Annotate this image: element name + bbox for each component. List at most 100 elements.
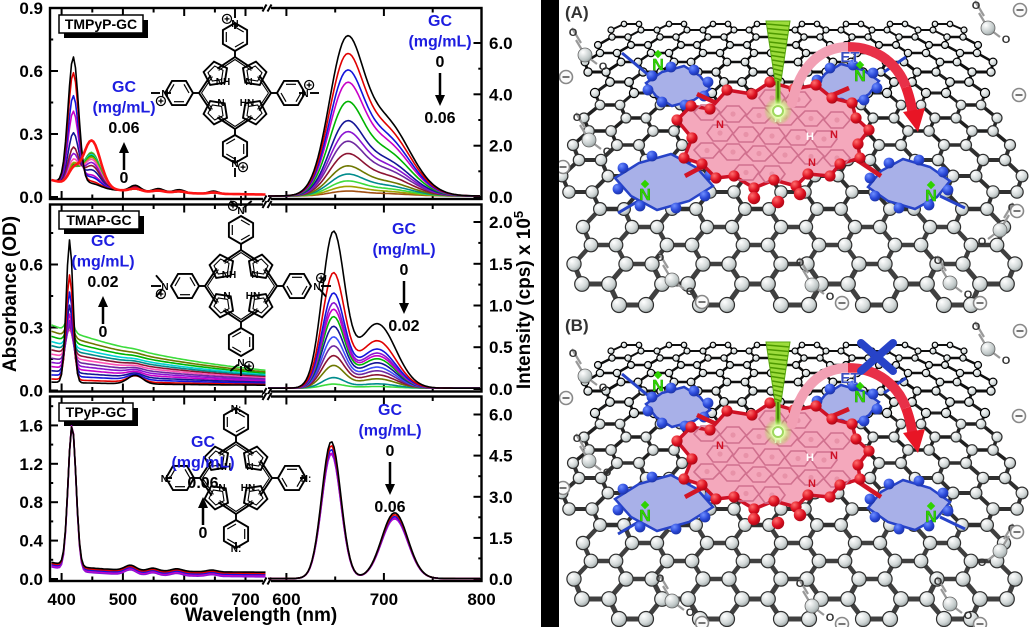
svg-text:0.02: 0.02 — [388, 318, 419, 335]
svg-text:(A): (A) — [565, 3, 589, 22]
svg-text:O: O — [599, 382, 608, 394]
svg-text:NH: NH — [216, 77, 230, 88]
svg-text:Wavelength (nm): Wavelength (nm) — [185, 605, 337, 626]
svg-text:N: N — [808, 478, 816, 490]
svg-text:N:: N: — [301, 474, 312, 485]
svg-text:0.06: 0.06 — [374, 499, 405, 516]
svg-text:1.5: 1.5 — [489, 255, 513, 274]
svg-text:0.06: 0.06 — [187, 475, 218, 492]
svg-text:N: N — [854, 389, 866, 406]
svg-text:0: 0 — [436, 54, 445, 71]
svg-text:1.2: 1.2 — [19, 455, 43, 474]
svg-text:O: O — [796, 578, 805, 590]
svg-text:1.5: 1.5 — [489, 529, 513, 548]
svg-text:TMAP-GC: TMAP-GC — [66, 212, 131, 228]
svg-text:N: N — [652, 378, 664, 395]
svg-text:700: 700 — [370, 590, 398, 609]
svg-text:O: O — [569, 27, 578, 39]
svg-text:0.3: 0.3 — [19, 125, 43, 144]
svg-text:0.0: 0.0 — [489, 570, 513, 589]
svg-text:0.0: 0.0 — [489, 380, 513, 399]
svg-text:0: 0 — [99, 324, 108, 341]
svg-text:2.0: 2.0 — [489, 213, 513, 232]
svg-text:GC: GC — [392, 221, 416, 238]
svg-text:O: O — [796, 257, 805, 269]
svg-text:800: 800 — [467, 590, 495, 609]
svg-text:N: N — [161, 282, 168, 293]
svg-text:O: O — [569, 348, 578, 360]
svg-text:0.8: 0.8 — [19, 493, 43, 512]
svg-text:N: N — [217, 98, 224, 109]
svg-text:N: N — [925, 188, 937, 205]
svg-text:1.0: 1.0 — [489, 297, 513, 316]
svg-text:600: 600 — [272, 590, 300, 609]
svg-text:N: N — [925, 509, 937, 526]
svg-text:NH: NH — [217, 462, 231, 473]
svg-text:600: 600 — [170, 590, 198, 609]
svg-text:0.0: 0.0 — [19, 570, 43, 589]
svg-text:O: O — [978, 557, 987, 569]
svg-text:0: 0 — [199, 525, 208, 542]
svg-text:O: O — [573, 433, 582, 445]
svg-text:4.0: 4.0 — [489, 85, 513, 104]
svg-text:0.0: 0.0 — [489, 188, 513, 207]
svg-text:H: H — [806, 131, 814, 143]
svg-text:3.0: 3.0 — [489, 488, 513, 507]
svg-text:N: N — [830, 129, 838, 141]
svg-text:0.3: 0.3 — [19, 319, 43, 338]
svg-text:2.0: 2.0 — [489, 137, 513, 156]
svg-text:0.02: 0.02 — [87, 274, 118, 291]
svg-text:N:: N: — [231, 544, 242, 555]
svg-text:O: O — [599, 61, 608, 73]
svg-text:O: O — [1002, 355, 1011, 367]
svg-text:O: O — [573, 112, 582, 124]
svg-text:1.6: 1.6 — [19, 416, 43, 435]
svg-text:N: N — [301, 89, 308, 100]
svg-text:N: N — [639, 187, 651, 204]
svg-text:N: N — [245, 77, 252, 88]
svg-text:O: O — [686, 286, 695, 298]
svg-text:0.4: 0.4 — [19, 532, 43, 551]
svg-text:TPyP-GC: TPyP-GC — [66, 404, 127, 420]
svg-text:0.6: 0.6 — [19, 62, 43, 81]
svg-text:N: N — [237, 206, 244, 217]
svg-text:N:: N: — [161, 474, 172, 485]
svg-text:N: N — [231, 19, 238, 30]
svg-text:HN: HN — [241, 483, 255, 494]
svg-text:(mg/mL): (mg/mL) — [408, 34, 471, 51]
svg-text:GC: GC — [378, 402, 402, 419]
svg-text:N: N — [652, 57, 664, 74]
svg-text:H: H — [806, 452, 814, 464]
svg-text:500: 500 — [109, 590, 137, 609]
svg-text:0.0: 0.0 — [19, 382, 43, 401]
svg-text:O: O — [603, 467, 612, 479]
svg-text:0.06: 0.06 — [424, 110, 455, 127]
svg-text:ET: ET — [840, 49, 859, 66]
svg-text:N: N — [231, 159, 238, 170]
svg-text:HN: HN — [240, 98, 254, 109]
svg-text:N: N — [313, 282, 320, 293]
svg-text:O: O — [656, 252, 665, 264]
svg-text:O: O — [1002, 34, 1011, 46]
svg-text:NH: NH — [222, 270, 236, 281]
svg-text:N: N — [808, 157, 816, 169]
svg-text:4.5: 4.5 — [489, 447, 513, 466]
svg-text:N: N — [237, 358, 244, 369]
svg-text:O: O — [934, 255, 943, 267]
svg-text:GC: GC — [91, 233, 115, 250]
svg-text:(mg/mL): (mg/mL) — [358, 423, 421, 440]
svg-text:0.0: 0.0 — [19, 188, 43, 207]
svg-text:0.5: 0.5 — [489, 338, 513, 357]
svg-text:O: O — [826, 291, 835, 303]
svg-text:Absorbance (OD): Absorbance (OD) — [0, 216, 21, 372]
svg-text:6.0: 6.0 — [489, 34, 513, 53]
svg-text:O: O — [972, 321, 981, 333]
svg-text:(B): (B) — [565, 316, 589, 335]
svg-text:O: O — [686, 607, 695, 619]
svg-text:O: O — [972, 0, 981, 12]
svg-text:GC: GC — [112, 79, 136, 96]
svg-text:N: N — [246, 462, 253, 473]
svg-text:0: 0 — [386, 443, 395, 460]
svg-text:N: N — [251, 270, 258, 281]
svg-text:TMPyP-GC: TMPyP-GC — [65, 16, 137, 32]
